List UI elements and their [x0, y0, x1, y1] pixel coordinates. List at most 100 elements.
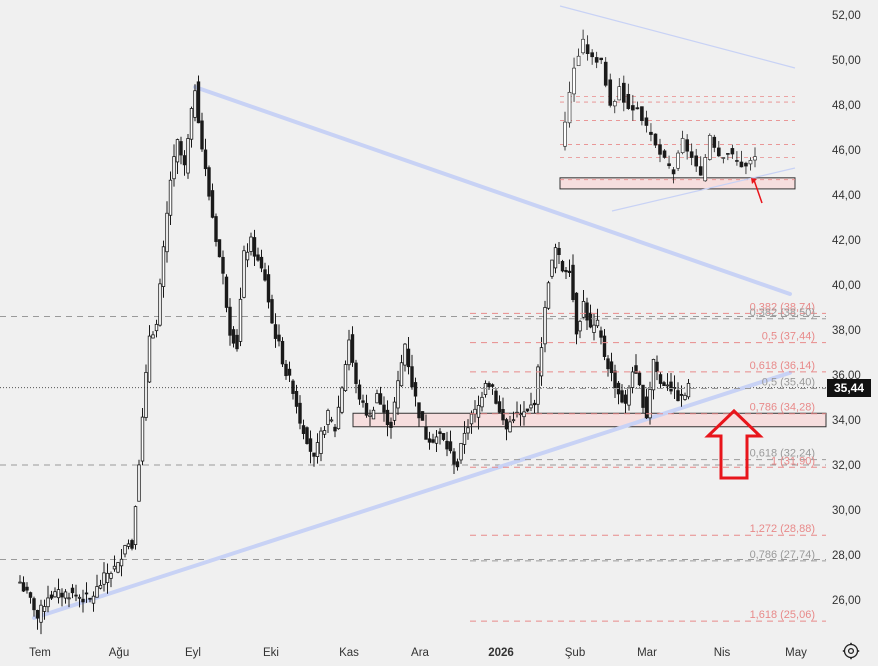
candle-body	[326, 410, 330, 425]
candle-body	[448, 441, 453, 452]
candle-body	[298, 402, 302, 424]
settings-gear-icon[interactable]	[842, 642, 860, 660]
candle-body	[322, 430, 327, 435]
candle-body	[158, 283, 162, 326]
candle-body	[221, 256, 225, 274]
candle-body	[403, 343, 407, 366]
candle-body	[354, 362, 358, 384]
candle-body	[280, 340, 285, 365]
candle-body	[592, 324, 596, 333]
candle-body	[560, 261, 565, 272]
candle-body	[637, 372, 642, 386]
candle-body	[581, 301, 586, 318]
candle-body	[259, 256, 264, 269]
candle-body	[203, 149, 208, 170]
inset-candle-body	[567, 91, 572, 124]
x-tick-label: Tem	[29, 647, 51, 659]
candle-body	[277, 334, 281, 342]
candle-body	[137, 464, 141, 502]
inset-candle-body	[698, 166, 703, 176]
candle-body	[245, 251, 250, 261]
inset-candle-body	[640, 106, 644, 121]
inset-trend-lower	[611, 167, 796, 212]
candle-body	[294, 390, 299, 407]
trendlines	[32, 85, 792, 620]
trendline-upper	[193, 85, 792, 296]
candle-body	[270, 299, 274, 324]
candle-body	[70, 587, 75, 594]
candle-body	[119, 558, 124, 567]
y-tick-label: 38,00	[832, 325, 861, 337]
inset-candle-body	[735, 160, 739, 162]
candle-body	[263, 269, 267, 281]
candle-body	[364, 402, 369, 416]
candle-body	[308, 438, 313, 452]
candle-body	[532, 402, 537, 406]
y-tick-label: 34,00	[832, 415, 861, 427]
inset-candle-body	[649, 131, 653, 135]
inset-candle-body	[590, 52, 594, 58]
candle-body	[53, 591, 57, 598]
annotation-arrow	[704, 408, 764, 480]
candle-body	[595, 319, 600, 327]
candle-body	[214, 216, 218, 242]
fib-label: 0,786 (34,28)	[750, 402, 815, 414]
candle-body	[305, 427, 309, 444]
x-tick-label: May	[785, 647, 807, 659]
candle-body	[620, 390, 624, 403]
candle-body	[347, 339, 351, 366]
candle-body	[529, 404, 533, 409]
candle-body	[497, 401, 502, 413]
candle-body	[357, 384, 362, 400]
y-tick-label: 32,00	[832, 460, 861, 472]
candle-body	[182, 155, 187, 166]
inset-chart	[559, 5, 796, 212]
x-tick-label: Şub	[565, 647, 585, 659]
y-tick-label: 30,00	[832, 505, 861, 517]
candle-body	[378, 393, 383, 405]
candle-body	[679, 393, 684, 396]
trendline-lower	[32, 370, 792, 620]
fib-label: 0,382 (38,74)	[750, 301, 815, 313]
candle-body	[28, 592, 33, 598]
candle-body	[315, 442, 320, 457]
candle-body	[284, 363, 288, 377]
inset-candle-body	[721, 157, 726, 159]
candle-body	[287, 368, 292, 376]
candle-body	[56, 589, 61, 599]
y-tick-label: 42,00	[832, 235, 861, 247]
candle-body	[140, 416, 145, 462]
inset-candle-body	[662, 150, 667, 158]
candle-body	[567, 270, 572, 273]
inset-candle-body	[730, 148, 735, 155]
candle-body	[441, 433, 446, 440]
candle-body	[123, 545, 127, 555]
inset-candle-body	[717, 147, 721, 157]
candle-body	[469, 413, 474, 425]
candle-body	[420, 411, 425, 421]
inset-candle-body	[739, 161, 744, 168]
candle-body	[511, 419, 516, 422]
inset-candle-body	[707, 135, 712, 160]
candle-body	[683, 394, 687, 400]
inset-candle-body	[753, 156, 757, 161]
fib-label: 0,786 (27,74)	[750, 549, 815, 561]
fib-label: 1 (31,90)	[771, 455, 815, 467]
candle-body	[585, 302, 589, 321]
candle-body	[242, 250, 246, 298]
candle-body	[641, 384, 645, 408]
candle-body	[165, 212, 169, 253]
candle-body	[487, 383, 491, 388]
candle-body	[550, 259, 554, 277]
inset-candle-body	[726, 153, 730, 155]
candle-body	[445, 440, 449, 450]
candle-body	[434, 436, 439, 444]
candle-body	[609, 361, 614, 374]
y-tick-label: 46,00	[832, 145, 861, 157]
x-tick-label: Ağu	[109, 647, 129, 659]
horizontal-levels	[0, 316, 826, 560]
candle-body	[109, 572, 113, 579]
inset-candle-body	[685, 139, 689, 152]
candle-body	[480, 396, 484, 408]
